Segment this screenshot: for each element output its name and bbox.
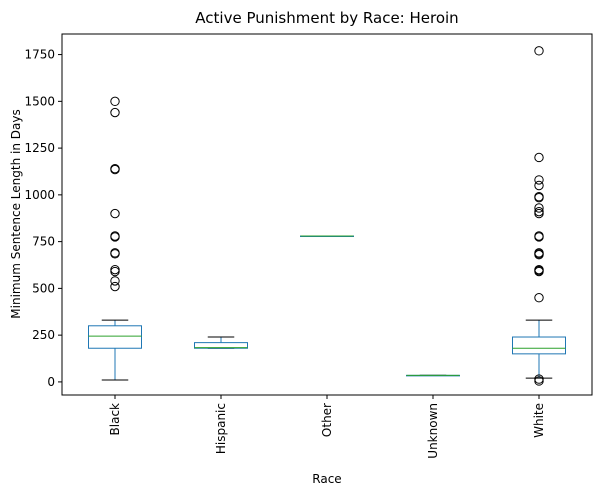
outlier-point — [534, 192, 544, 203]
y-tick-label: 1750 — [24, 48, 55, 62]
y-tick-label: 750 — [32, 235, 55, 249]
box-iqr — [88, 325, 142, 349]
boxes-group — [88, 46, 566, 386]
x-tick-label: White — [532, 403, 546, 438]
outlier-point — [534, 175, 544, 185]
outlier-point — [110, 107, 120, 118]
outlier-point — [110, 276, 120, 286]
outlier-point — [534, 208, 544, 219]
outlier-point — [534, 203, 544, 213]
x-tick-label: Other — [320, 403, 334, 437]
outlier-point — [534, 250, 544, 260]
outlier-point — [110, 232, 120, 242]
outlier-point — [110, 266, 120, 277]
outlier-point — [534, 46, 544, 56]
y-axis-label: Minimum Sentence Length in Days — [9, 109, 23, 318]
y-axis: 0 250 500 750 1000 1250 1500 1750 — [24, 48, 62, 389]
outlier-point — [534, 180, 544, 191]
outlier-point — [110, 264, 120, 275]
box-black — [88, 96, 142, 381]
y-tick-label: 1000 — [24, 188, 55, 202]
y-tick-label: 1500 — [24, 94, 55, 108]
outlier-point — [110, 96, 120, 107]
box-iqr — [512, 336, 566, 355]
outlier-point — [534, 152, 544, 163]
x-axis: Black Hispanic Other Unknown White — [108, 395, 546, 459]
y-tick-label: 1250 — [24, 141, 55, 155]
y-tick-label: 500 — [32, 281, 55, 295]
box-unknown — [406, 374, 460, 377]
box-other — [300, 235, 354, 238]
box-iqr — [194, 342, 248, 349]
y-tick-label: 0 — [47, 375, 55, 389]
outlier-point — [534, 293, 544, 303]
plot-frame — [61, 33, 593, 396]
outlier-point — [110, 249, 120, 259]
outlier-point — [534, 232, 544, 242]
outlier-point — [110, 281, 120, 292]
box-white — [512, 46, 566, 386]
outlier-point — [534, 266, 544, 277]
x-tick-label: Hispanic — [214, 403, 228, 454]
outlier-point — [110, 208, 120, 219]
x-axis-label: Race — [312, 472, 341, 486]
chart-title: Active Punishment by Race: Heroin — [195, 9, 458, 27]
x-tick-label: Black — [108, 403, 122, 436]
x-tick-label: Unknown — [426, 403, 440, 459]
box-hispanic — [194, 336, 248, 349]
y-tick-label: 250 — [32, 328, 55, 342]
outlier-point — [534, 376, 544, 386]
outlier-point — [110, 164, 120, 175]
